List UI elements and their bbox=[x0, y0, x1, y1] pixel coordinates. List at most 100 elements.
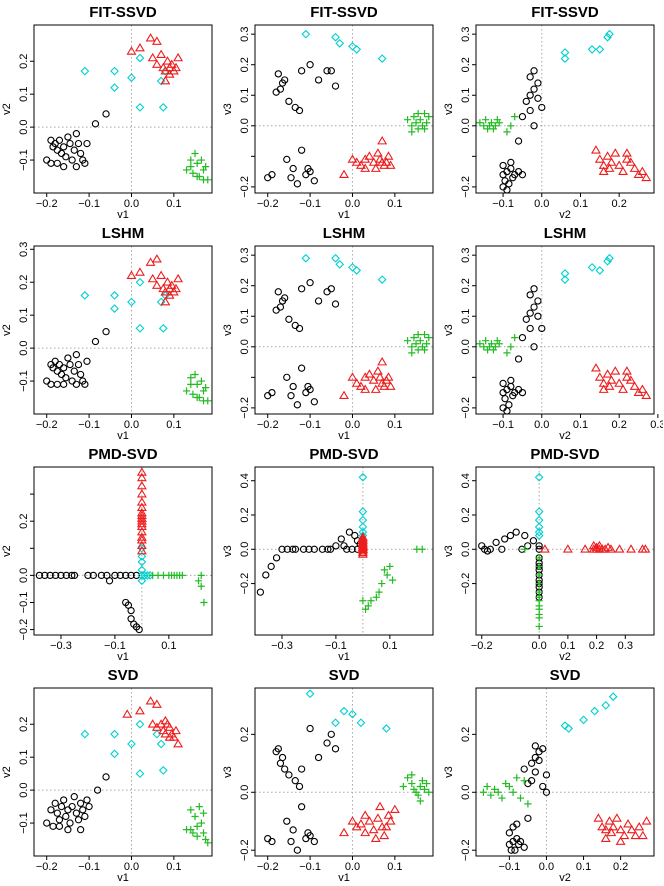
plus-marker bbox=[408, 349, 416, 357]
plus-marker bbox=[386, 562, 394, 571]
plus-marker bbox=[197, 582, 205, 590]
triangle-marker bbox=[608, 821, 619, 831]
plus-marker bbox=[410, 113, 418, 121]
circle-marker bbox=[340, 542, 348, 550]
plus-marker bbox=[495, 119, 503, 127]
plot-title: PMD-SVD bbox=[530, 446, 599, 463]
triangle-marker bbox=[593, 813, 604, 822]
diamond-marker bbox=[158, 102, 168, 112]
circle-marker bbox=[60, 143, 68, 151]
circle-marker bbox=[47, 380, 55, 389]
plus-marker bbox=[507, 343, 515, 351]
x-tick-label: −0.1 bbox=[325, 640, 347, 652]
x-axis-label: v1 bbox=[117, 651, 129, 663]
triangle-marker bbox=[364, 369, 375, 378]
triangle-marker bbox=[171, 62, 181, 72]
triangle-marker bbox=[164, 290, 175, 299]
series-g3 bbox=[339, 801, 400, 842]
plus-marker bbox=[199, 809, 208, 817]
circle-marker bbox=[272, 88, 280, 96]
x-tick-label: 0.1 bbox=[576, 861, 591, 873]
x-tick-label: 0.0 bbox=[124, 861, 139, 873]
triangle-marker bbox=[630, 830, 641, 840]
series-g2 bbox=[80, 53, 170, 112]
y-axis-label: v2 bbox=[1, 766, 13, 778]
x-tick-label: −0.1 bbox=[492, 198, 514, 210]
x-tick-label: 0.1 bbox=[166, 419, 181, 431]
circle-marker bbox=[516, 837, 525, 846]
plus-marker bbox=[204, 839, 212, 847]
plot-title: LSHM bbox=[102, 225, 145, 242]
x-tick-label: −0.1 bbox=[78, 419, 100, 431]
circle-marker bbox=[262, 571, 270, 579]
plus-marker bbox=[511, 334, 519, 342]
diamond-marker bbox=[560, 54, 570, 63]
y-tick-label: −0.1 bbox=[18, 812, 30, 834]
diamond-marker bbox=[358, 522, 368, 532]
plot-frame bbox=[254, 466, 434, 636]
x-tick-label: −0.1 bbox=[78, 198, 100, 210]
triangle-marker bbox=[370, 833, 381, 842]
diamond-marker bbox=[358, 507, 368, 516]
circle-marker bbox=[295, 106, 304, 115]
triangle-marker bbox=[126, 46, 137, 55]
y-tick-label: 0.0 bbox=[18, 782, 30, 797]
plus-marker bbox=[479, 788, 488, 796]
circle-marker bbox=[302, 171, 310, 179]
circle-marker bbox=[522, 315, 530, 323]
plus-marker bbox=[199, 829, 208, 837]
x-tick-label: −0.1 bbox=[299, 198, 321, 210]
x-tick-label: −0.2 bbox=[36, 419, 58, 431]
x-axis-label: v1 bbox=[338, 430, 350, 442]
circle-marker bbox=[507, 846, 515, 854]
circle-marker bbox=[47, 806, 55, 814]
triangle-marker bbox=[360, 384, 371, 393]
x-tick-label: 0.3 bbox=[618, 640, 633, 652]
plus-marker bbox=[420, 109, 429, 118]
circle-marker bbox=[268, 837, 276, 846]
circle-marker bbox=[43, 377, 51, 385]
triangle-marker bbox=[602, 151, 613, 160]
plus-marker bbox=[191, 812, 199, 821]
y-tick-label: −0.2 bbox=[239, 176, 251, 198]
triangle-marker bbox=[145, 33, 156, 42]
triangle-marker bbox=[539, 544, 550, 553]
triangle-marker bbox=[357, 540, 368, 550]
triangle-marker bbox=[171, 725, 181, 735]
circle-marker bbox=[521, 531, 529, 540]
plus-marker bbox=[191, 149, 199, 158]
y-axis-label: v3 bbox=[222, 324, 234, 336]
circle-marker bbox=[76, 825, 85, 834]
triangle-marker bbox=[339, 390, 349, 400]
circle-marker bbox=[297, 803, 306, 811]
circle-marker bbox=[295, 782, 304, 791]
circle-marker bbox=[274, 70, 282, 78]
circle-marker bbox=[531, 742, 539, 750]
circle-marker bbox=[53, 159, 61, 168]
circle-marker bbox=[306, 832, 314, 840]
plus-marker bbox=[410, 334, 418, 342]
y-tick-label: 0.3 bbox=[460, 27, 472, 42]
triangle-marker bbox=[126, 270, 137, 279]
series-g1 bbox=[43, 773, 110, 834]
y-tick-label: 0.0 bbox=[460, 542, 472, 557]
triangle-marker bbox=[166, 280, 177, 289]
circle-marker bbox=[539, 782, 547, 791]
circle-marker bbox=[306, 385, 314, 394]
triangle-marker bbox=[606, 827, 617, 837]
circle-marker bbox=[526, 91, 534, 99]
triangle-marker bbox=[605, 544, 616, 553]
diamond-marker bbox=[348, 709, 357, 719]
circle-marker bbox=[501, 535, 509, 543]
circle-marker bbox=[297, 285, 306, 293]
circle-marker bbox=[314, 753, 323, 762]
circle-marker bbox=[501, 395, 509, 403]
series-g4 bbox=[359, 545, 426, 613]
plus-marker bbox=[359, 597, 367, 605]
circle-marker bbox=[331, 300, 340, 308]
circle-marker bbox=[53, 380, 61, 389]
circle-marker bbox=[276, 303, 285, 311]
diamond-marker bbox=[161, 66, 170, 76]
x-tick-label: 0.0 bbox=[532, 640, 547, 652]
plus-marker bbox=[380, 566, 389, 574]
